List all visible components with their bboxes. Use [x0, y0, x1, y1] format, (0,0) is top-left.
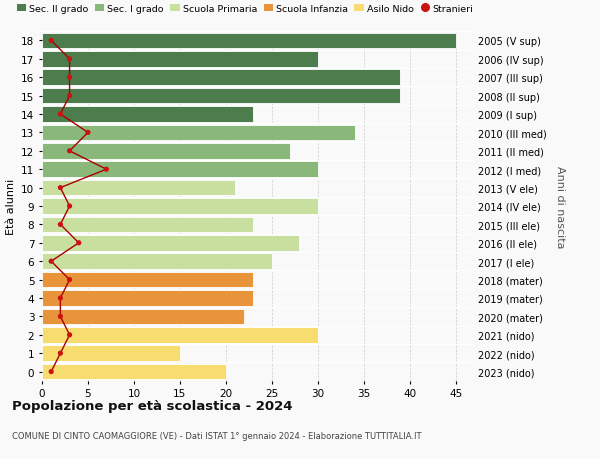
Point	[65, 203, 74, 210]
Bar	[42, 162, 318, 178]
Point	[65, 331, 74, 339]
Bar	[42, 309, 244, 325]
Y-axis label: Età alunni: Età alunni	[5, 179, 16, 235]
Bar	[42, 346, 180, 361]
Bar	[42, 89, 400, 104]
Point	[65, 93, 74, 100]
Bar	[42, 107, 253, 123]
Point	[56, 313, 65, 320]
Text: COMUNE DI CINTO CAOMAGGIORE (VE) - Dati ISTAT 1° gennaio 2024 - Elaborazione TUT: COMUNE DI CINTO CAOMAGGIORE (VE) - Dati …	[12, 431, 421, 441]
Point	[83, 129, 93, 137]
Bar	[42, 291, 253, 306]
Point	[56, 221, 65, 229]
Bar	[42, 217, 253, 233]
Bar	[42, 235, 299, 251]
Bar	[42, 144, 290, 159]
Bar	[42, 254, 272, 269]
Bar	[42, 70, 400, 86]
Y-axis label: Anni di nascita: Anni di nascita	[555, 165, 565, 248]
Text: Popolazione per età scolastica - 2024: Popolazione per età scolastica - 2024	[12, 399, 293, 412]
Bar	[42, 364, 226, 380]
Legend: Sec. II grado, Sec. I grado, Scuola Primaria, Scuola Infanzia, Asilo Nido, Stran: Sec. II grado, Sec. I grado, Scuola Prim…	[17, 5, 473, 14]
Point	[65, 56, 74, 63]
Bar	[42, 327, 318, 343]
Bar	[42, 199, 318, 214]
Point	[74, 240, 83, 247]
Point	[56, 350, 65, 357]
Point	[56, 111, 65, 118]
Point	[46, 258, 56, 265]
Bar	[42, 52, 318, 67]
Bar	[42, 272, 253, 288]
Bar	[42, 180, 235, 196]
Bar	[42, 125, 355, 141]
Point	[56, 295, 65, 302]
Point	[46, 38, 56, 45]
Point	[46, 368, 56, 375]
Point	[56, 185, 65, 192]
Point	[65, 148, 74, 155]
Point	[65, 276, 74, 284]
Point	[65, 74, 74, 82]
Bar	[42, 34, 455, 49]
Point	[101, 166, 111, 174]
